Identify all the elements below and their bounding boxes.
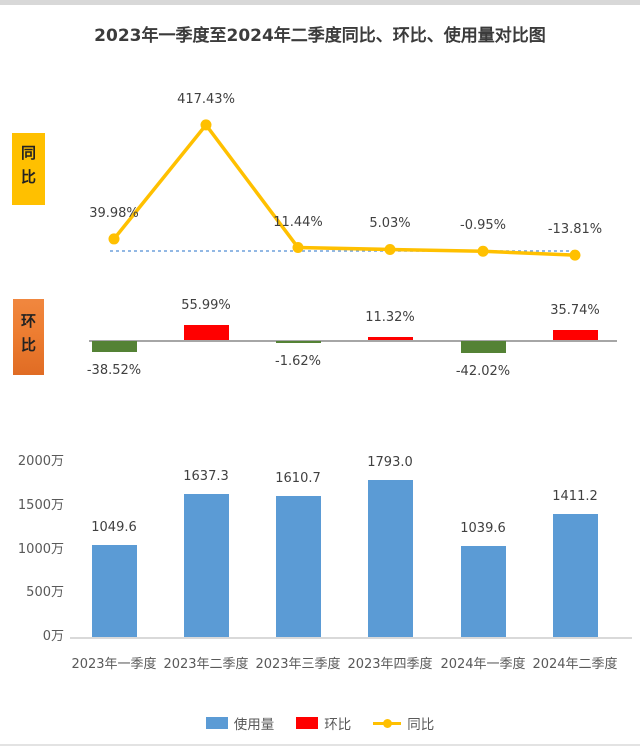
yoy-value-label: -0.95% <box>460 218 506 234</box>
mom-bar <box>552 330 598 340</box>
usage-y-tick-label: 500万 <box>26 585 64 601</box>
mom-section-label: 环比 <box>13 299 44 375</box>
legend-label: 使用量 <box>233 717 275 733</box>
yoy-value-label: 417.43% <box>177 91 235 107</box>
mom-bar <box>91 341 137 352</box>
legend-line-marker-icon <box>373 717 402 729</box>
usage-y-tick-label: 0万 <box>42 629 64 644</box>
x-axis-category-label: 2024年二季度 <box>532 657 618 672</box>
yoy-value-label: 11.44% <box>273 214 323 230</box>
legend-line-dot <box>382 718 392 728</box>
mom-value-label: 35.74% <box>550 303 600 319</box>
x-axis-category-label: 2024年一季度 <box>440 657 526 672</box>
usage-bar <box>367 480 413 637</box>
usage-value-label: 1049.6 <box>91 520 137 536</box>
yoy-point-marker <box>292 242 304 254</box>
x-axis-category-label: 2023年一季度 <box>71 657 157 672</box>
usage-y-tick-label: 1000万 <box>17 541 64 557</box>
yoy-value-label: -13.81% <box>547 222 603 238</box>
yoy-point-marker <box>200 119 212 131</box>
yoy-line <box>112 123 577 257</box>
legend-label: 同比 <box>407 717 435 733</box>
mom-value-label: -1.62% <box>275 353 321 369</box>
x-axis-category-label: 2023年四季度 <box>347 657 433 672</box>
legend-item: 同比 <box>373 713 434 733</box>
usage-baseline <box>70 637 632 639</box>
yoy-point-marker <box>477 245 489 257</box>
usage-value-label: 1610.7 <box>275 471 321 487</box>
mom-value-label: 55.99% <box>181 297 231 313</box>
mom-value-label: 11.32% <box>365 309 415 325</box>
mom-bar <box>367 336 413 340</box>
chart-title: 2023年一季度至2024年二季度同比、环比、使用量对比图 <box>94 26 546 46</box>
usage-value-label: 1411.2 <box>552 488 598 504</box>
usage-value-label: 1793.0 <box>367 455 413 471</box>
usage-value-label: 1039.6 <box>460 521 506 537</box>
yoy-point-marker <box>108 233 120 245</box>
usage-bar <box>275 496 321 637</box>
top-border <box>0 0 640 5</box>
usage-value-label: 1637.3 <box>183 469 229 485</box>
yoy-point-marker <box>384 243 396 255</box>
usage-bar <box>552 513 598 637</box>
usage-bar <box>183 494 229 637</box>
usage-bar <box>91 545 137 637</box>
mom-bar <box>460 341 506 353</box>
yoy-section-label: 同比 <box>12 133 45 205</box>
mom-value-label: -38.52% <box>86 362 142 378</box>
legend: 使用量 环比 同比 <box>0 709 640 737</box>
legend-label: 环比 <box>324 717 352 733</box>
mom-value-label: -42.02% <box>455 363 511 379</box>
legend-square-swatch-icon <box>205 717 228 729</box>
x-axis-category-label: 2023年三季度 <box>255 657 341 672</box>
mom-axis-line <box>89 340 617 342</box>
x-axis-category-label: 2023年二季度 <box>163 657 249 672</box>
legend-item: 使用量 <box>205 713 275 733</box>
usage-y-tick-label: 2000万 <box>17 454 64 470</box>
usage-bar <box>460 546 506 637</box>
bottom-border <box>0 744 640 746</box>
usage-y-tick-label: 1500万 <box>17 498 64 514</box>
yoy-value-label: 39.98% <box>89 205 139 221</box>
legend-square-swatch-icon <box>296 717 319 729</box>
yoy-point-marker <box>569 249 581 261</box>
yoy-value-label: 5.03% <box>369 216 411 232</box>
legend-item: 环比 <box>296 713 351 733</box>
mom-bar <box>183 324 229 340</box>
mom-bar <box>275 341 321 343</box>
